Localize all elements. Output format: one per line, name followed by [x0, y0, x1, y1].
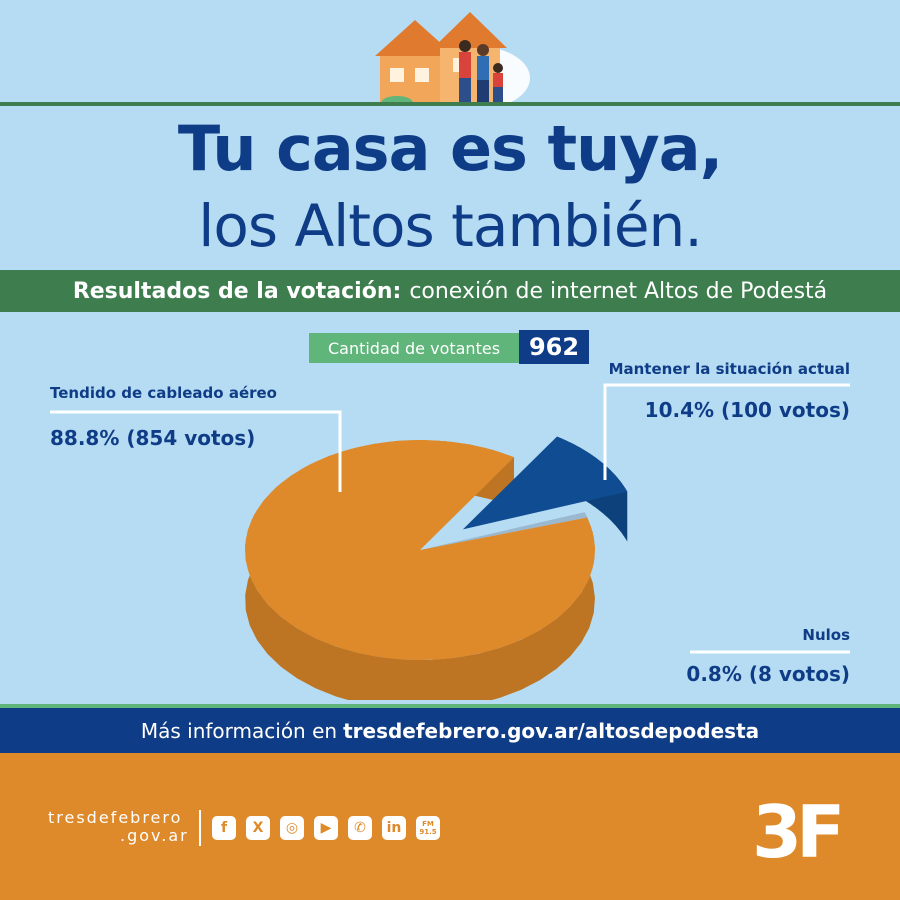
slice-value-mantener: 10.4% (100 votos)	[644, 398, 850, 422]
instagram-icon[interactable]: ◎	[280, 816, 304, 840]
info-divider	[0, 704, 900, 708]
slice-value-nulos: 0.8% (8 votos)	[686, 662, 850, 686]
results-label: Resultados de la votación:	[72, 278, 402, 304]
info-banner: Más información en tresdefebrero.gov.ar/…	[0, 708, 900, 753]
whatsapp-icon[interactable]: ✆	[348, 816, 372, 840]
3f-logo: 3F	[752, 790, 845, 874]
slice-value-cableado: 88.8% (854 votos)	[50, 426, 256, 450]
house-family-illustration	[375, 12, 530, 106]
pie-slice	[462, 436, 628, 530]
pie-slice	[420, 512, 588, 550]
brand-name: tresdefebrero	[48, 808, 183, 827]
pie-slice	[245, 440, 595, 660]
voters-label: Cantidad de votantes	[309, 333, 519, 363]
voters-count: 962	[519, 330, 589, 364]
page-subtitle: los Altos también.	[198, 192, 703, 260]
x-icon[interactable]: X	[246, 816, 270, 840]
slice-label-nulos: Nulos	[802, 626, 850, 644]
brand-domain: .gov.ar	[120, 826, 189, 845]
slice-label-cableado: Tendido de cableado aéreo	[50, 384, 277, 402]
results-banner: Resultados de la votación: conexión de i…	[0, 270, 900, 312]
info-link[interactable]: tresdefebrero.gov.ar/altosdepodesta	[343, 718, 760, 743]
fm-icon[interactable]: FM 91.5	[416, 816, 440, 840]
footer	[0, 753, 900, 900]
results-topic: conexión de internet Altos de Podestá	[409, 278, 828, 304]
info-prefix: Más información en	[140, 718, 338, 743]
pie-chart	[50, 383, 850, 700]
header-divider	[0, 102, 900, 106]
leader-line	[603, 383, 850, 480]
facebook-icon[interactable]: f	[212, 816, 236, 840]
linkedin-icon[interactable]: in	[382, 816, 406, 840]
slice-label-mantener: Mantener la situación actual	[608, 360, 850, 378]
page-title: Tu casa es tuya,	[177, 112, 723, 185]
leader-line	[50, 410, 342, 492]
footer-divider	[199, 810, 201, 846]
youtube-icon[interactable]: ▶	[314, 816, 338, 840]
